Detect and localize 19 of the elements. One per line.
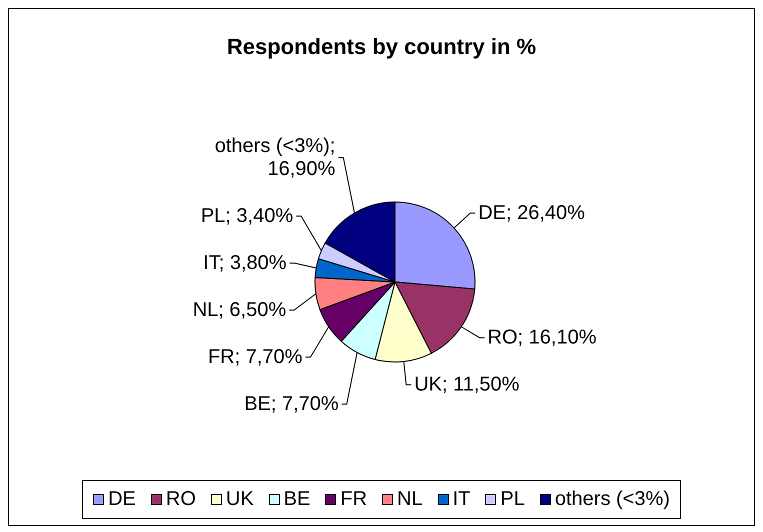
legend-label: BE [284, 488, 310, 511]
data-label: others (<3%); 16,90% [214, 135, 336, 180]
data-label: RO; 16,10% [488, 326, 597, 349]
legend-label: others (<3%) [554, 488, 670, 511]
data-label: IT; 3,80% [203, 252, 287, 274]
chart-title: Respondents by country in % [226, 34, 538, 60]
legend-label: RO [166, 488, 196, 511]
data-label: PL; 3,40% [200, 205, 294, 228]
legend-label: FR [340, 488, 368, 511]
data-label: NL; 6,50% [192, 299, 286, 322]
data-label: UK; 11,50% [414, 374, 520, 396]
legend-label: IT [452, 488, 470, 511]
legend-label: DE [108, 488, 136, 511]
legend-label: UK [226, 488, 254, 511]
data-label: FR; 7,70% [208, 346, 303, 368]
data-label: DE; 26,40% [478, 202, 586, 224]
legend-label: PL [500, 488, 525, 511]
data-label: BE; 7,70% [244, 393, 339, 416]
legend-label: NL [397, 488, 423, 511]
